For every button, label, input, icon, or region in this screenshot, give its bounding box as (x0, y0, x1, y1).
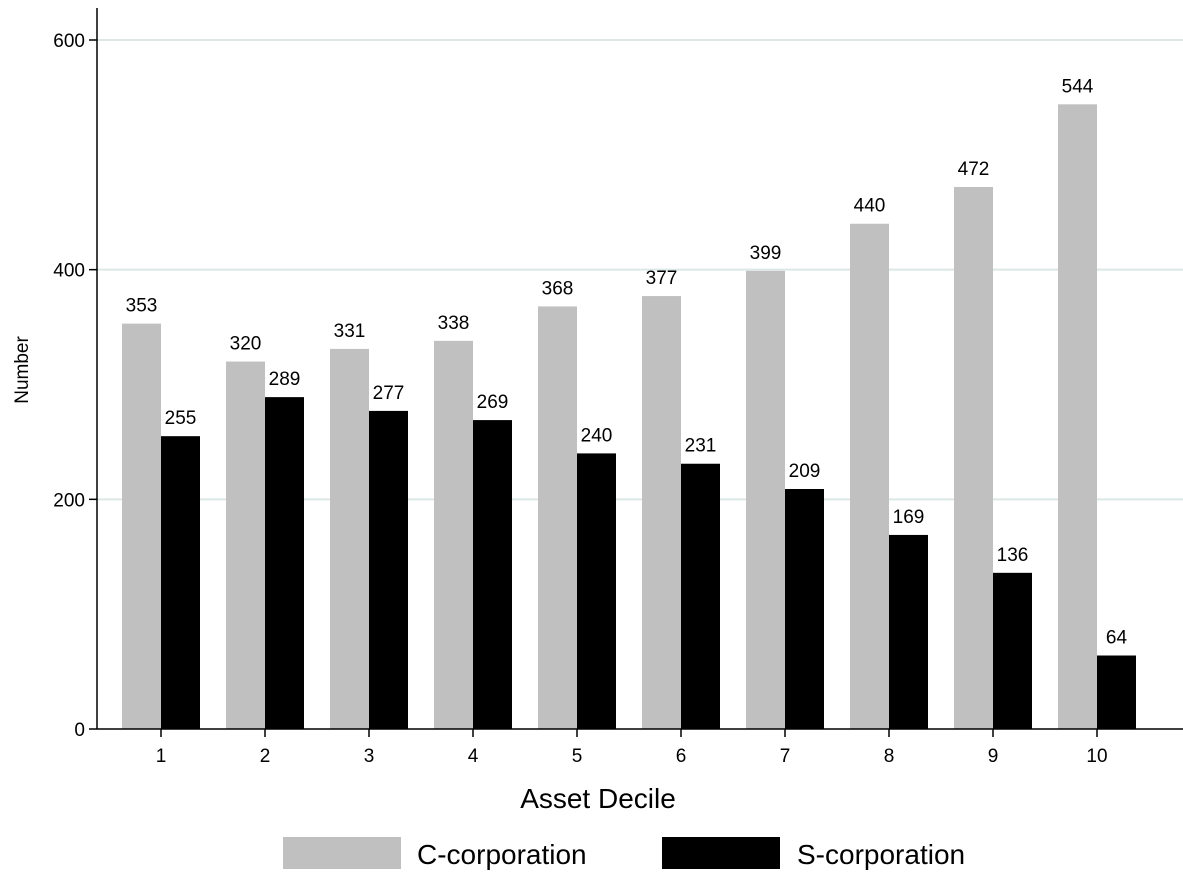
x-tick-label: 4 (468, 746, 479, 767)
axes (96, 8, 1183, 730)
bar-c-corporation (850, 223, 889, 729)
y-tick-label: 0 (74, 720, 85, 741)
y-tick-label: 200 (53, 490, 85, 511)
x-tick-label: 7 (780, 746, 791, 767)
data-labels: 353 255 320 289 331 277 338 269 368 240 377 231 399 2… (126, 76, 1128, 648)
bar-s-corporation (369, 410, 408, 729)
data-label: 64 (1106, 628, 1128, 649)
data-label: 255 (165, 408, 197, 429)
data-label: 169 (893, 507, 925, 528)
bars (122, 104, 1136, 730)
data-label: 277 (373, 383, 405, 404)
bar-c-corporation (226, 361, 265, 729)
data-label: 440 (854, 196, 886, 217)
bar-c-corporation (122, 323, 161, 729)
y-axis-title: Number (12, 336, 33, 404)
bar-s-corporation (889, 534, 928, 729)
bar-c-corporation (746, 270, 785, 729)
bar-s-corporation (577, 453, 616, 729)
data-label: 320 (230, 334, 262, 355)
bar-s-corporation (681, 463, 720, 729)
bar-s-corporation (265, 397, 304, 729)
bar-c-corporation (434, 340, 473, 729)
x-tick-label: 10 (1086, 746, 1107, 767)
data-label: 240 (581, 425, 613, 446)
x-tick-label: 6 (676, 746, 687, 767)
x-tick-label: 3 (364, 746, 375, 767)
legend-swatch-s-corporation (662, 837, 780, 869)
bar-s-corporation (993, 572, 1032, 729)
data-label: 289 (269, 369, 301, 390)
bar-c-corporation (954, 186, 993, 729)
x-tick-label: 2 (260, 746, 271, 767)
data-label: 472 (958, 159, 990, 180)
data-label: 399 (750, 243, 782, 264)
x-tick-label: 5 (572, 746, 583, 767)
x-tick-label: 1 (156, 746, 167, 767)
bar-c-corporation (1058, 104, 1097, 730)
y-tick-label: 400 (53, 261, 85, 282)
bar-s-corporation (161, 436, 200, 729)
data-label: 231 (685, 436, 717, 457)
data-label: 209 (789, 461, 821, 482)
bar-c-corporation (330, 348, 369, 729)
y-ticks: 0 200 400 600 (53, 31, 97, 741)
data-label: 338 (438, 313, 470, 334)
data-label: 544 (1062, 76, 1094, 97)
legend-label: C-corporation (417, 839, 587, 870)
data-label: 136 (997, 545, 1029, 566)
data-label: 368 (542, 278, 574, 299)
bar-s-corporation (1097, 655, 1136, 729)
bar-c-corporation (642, 296, 681, 729)
data-label: 377 (646, 268, 678, 289)
x-ticks: 1 2 3 4 5 6 7 8 9 10 (156, 729, 1108, 767)
x-tick-label: 9 (988, 746, 999, 767)
legend-swatch-c-corporation (283, 837, 401, 869)
y-tick-label: 600 (53, 31, 85, 52)
bar-c-corporation (538, 306, 577, 729)
data-label: 353 (126, 296, 158, 317)
legend: C-corporation S-corporation (283, 837, 965, 870)
x-tick-label: 8 (884, 746, 895, 767)
data-label: 331 (334, 321, 366, 342)
legend-label: S-corporation (797, 839, 965, 870)
x-axis-title: Asset Decile (520, 783, 676, 814)
data-label: 269 (477, 392, 509, 413)
bar-s-corporation (785, 488, 824, 729)
bar-s-corporation (473, 420, 512, 729)
